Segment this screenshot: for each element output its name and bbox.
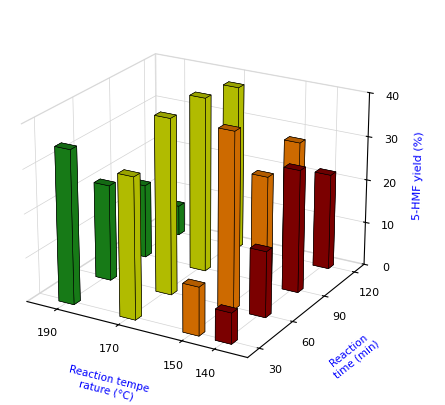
Y-axis label: Reaction
time (min): Reaction time (min) (325, 328, 381, 379)
X-axis label: Reaction tempe
rature (°C): Reaction tempe rature (°C) (65, 363, 150, 404)
